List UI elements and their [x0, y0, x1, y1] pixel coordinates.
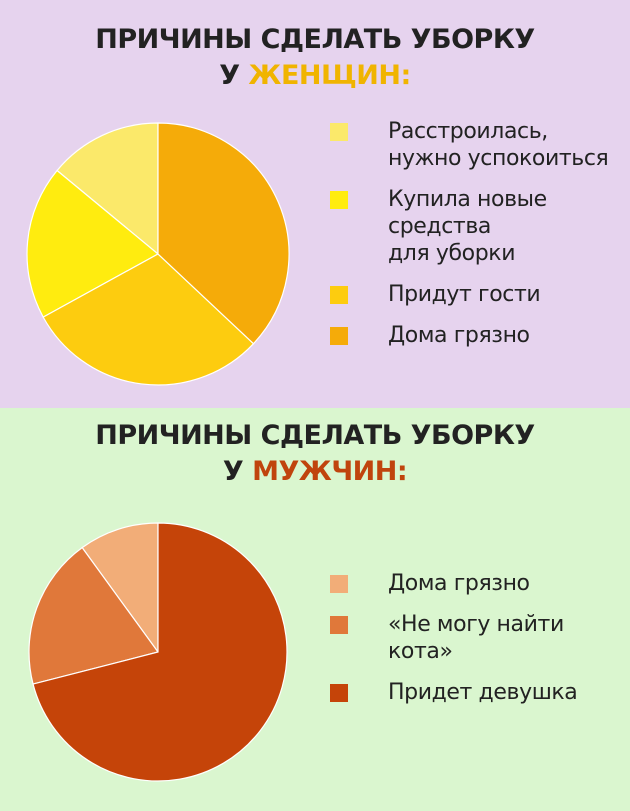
men-title-highlight: МУЖЧИН:: [252, 456, 408, 487]
women-pie-slice-2: [26, 169, 160, 318]
women-title-line1: ПРИЧИНЫ СДЕЛАТЬ УБОРКУ: [95, 24, 535, 55]
men-title-prefix: У: [222, 456, 253, 487]
women-legend-item: Расстроилась, нужно успокоиться: [324, 118, 624, 172]
women-legend-item: Дома грязно: [324, 322, 624, 349]
women-title-highlight: ЖЕНЩИН:: [248, 60, 411, 91]
men-legend-label: «Не могу найти кота»: [388, 612, 564, 664]
women-legend-swatch: [330, 327, 348, 345]
women-pie-slice-1: [56, 122, 159, 256]
women-legend-label: Купила новые средства для уборки: [388, 187, 547, 266]
women-legend-item: Купила новые средства для уборки: [324, 186, 624, 267]
men-legend: Дома грязно «Не могу найти кота» Придет де…: [324, 570, 624, 720]
women-legend-swatch: [330, 123, 348, 141]
women-pie-slice-4: [157, 122, 290, 345]
women-legend-item: Придут гости: [324, 281, 624, 308]
men-chart-title: ПРИЧИНЫ СДЕЛАТЬ УБОРКУ У МУЖЧИН:: [0, 418, 630, 490]
men-legend-swatch: [330, 684, 348, 702]
women-pie-slice-3: [42, 253, 255, 386]
women-legend-swatch: [330, 286, 348, 304]
women-legend-label: Расстроилась, нужно успокоиться: [388, 119, 609, 171]
men-legend-swatch: [330, 616, 348, 634]
men-legend-label: Придет девушка: [388, 680, 578, 705]
men-legend-swatch: [330, 575, 348, 593]
women-legend-label: Дома грязно: [388, 323, 530, 348]
men-legend-label: Дома грязно: [388, 571, 530, 596]
men-legend-item: Дома грязно: [324, 570, 624, 597]
women-legend-swatch: [330, 191, 348, 209]
women-chart-title: ПРИЧИНЫ СДЕЛАТЬ УБОРКУ У ЖЕНЩИН:: [0, 22, 630, 94]
men-pie-slice-1: [81, 522, 159, 654]
men-pie-slice-3: [32, 522, 288, 782]
women-legend: Расстроилась, нужно успокоиться Купила но…: [324, 118, 624, 363]
men-title-line1: ПРИЧИНЫ СДЕЛАТЬ УБОРКУ: [95, 420, 535, 451]
men-legend-item: «Не могу найти кота»: [324, 611, 624, 665]
men-legend-item: Придет девушка: [324, 679, 624, 706]
men-pie-slice-2: [28, 546, 160, 685]
women-legend-label: Придут гости: [388, 282, 541, 307]
women-title-prefix: У: [219, 60, 249, 91]
